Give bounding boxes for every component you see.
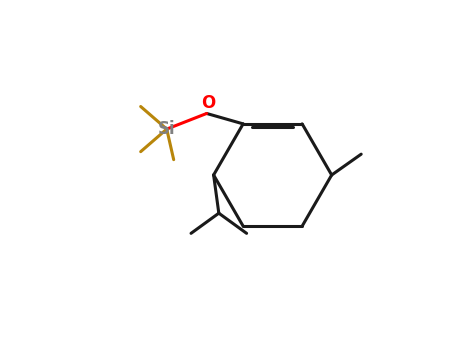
Text: Si: Si — [158, 120, 176, 138]
Text: O: O — [201, 94, 216, 112]
